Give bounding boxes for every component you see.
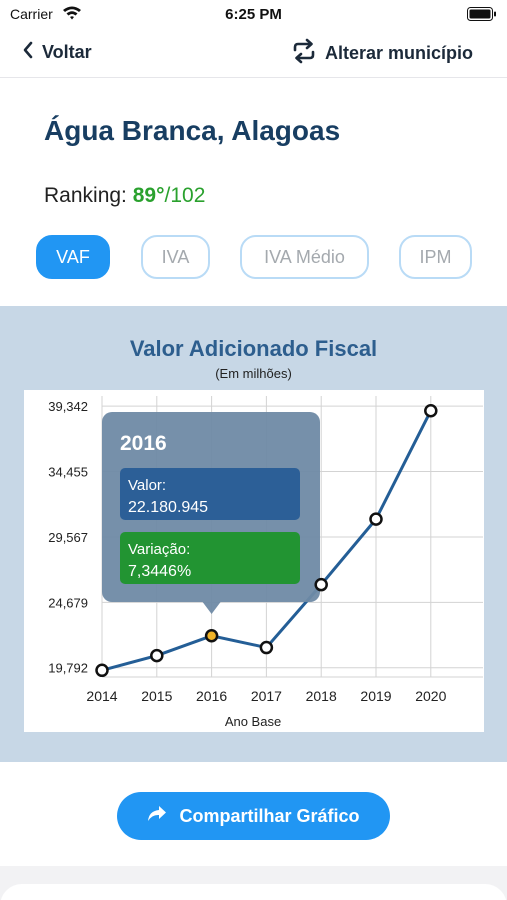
- share-chart-label: Compartilhar Gráfico: [179, 805, 360, 826]
- share-chart-button[interactable]: Compartilhar Gráfico: [117, 792, 390, 840]
- next-section-card: [0, 884, 507, 900]
- tooltip-pointer: [202, 602, 221, 614]
- battery-icon: [467, 7, 497, 26]
- change-municipality-label: Alterar município: [324, 43, 473, 63]
- data-point: [314, 577, 328, 592]
- x-tick-label: 2018: [306, 688, 337, 704]
- change-municipality-button[interactable]: Alterar município: [290, 38, 473, 69]
- tooltip-value-box: [120, 468, 300, 520]
- y-tick-label: 24,679: [48, 595, 88, 610]
- data-point: [150, 648, 164, 663]
- tooltip-value: 22.180.945: [128, 499, 208, 516]
- share-arrow-icon: [147, 805, 167, 828]
- tooltip-value-label: Valor:: [128, 477, 166, 494]
- ranking-total: /102: [164, 184, 206, 207]
- y-tick-label: 29,567: [48, 530, 88, 545]
- x-tick-label: 2014: [86, 688, 117, 704]
- tooltip-year: 2016: [120, 432, 167, 455]
- y-tick-label: 19,792: [48, 661, 88, 676]
- chart-area[interactable]: 19,792 24,679 29,567 34,455 39,342 2014 2015 20…: [24, 390, 484, 732]
- ranking-label: Ranking:: [44, 184, 127, 207]
- x-tick-label: 2017: [251, 688, 282, 704]
- ranking: Ranking: 89°/102: [44, 184, 205, 208]
- tab-ipm[interactable]: IPM: [399, 235, 472, 279]
- share-section: Compartilhar Gráfico: [0, 762, 507, 866]
- x-tick-label: 2015: [141, 688, 172, 704]
- status-bar: Carrier 6:25 PM: [0, 0, 507, 28]
- indicator-tabs: VAF IVA IVA Médio IPM: [0, 235, 507, 279]
- highlighted-data-point: [204, 629, 219, 643]
- data-point: [369, 512, 383, 526]
- tab-iva[interactable]: IVA: [141, 235, 210, 279]
- ranking-position: 89°: [132, 184, 165, 207]
- tab-vaf[interactable]: VAF: [36, 235, 110, 279]
- navigation-bar: Voltar Alterar município: [0, 28, 507, 78]
- chevron-left-icon: [22, 40, 34, 65]
- back-label: Voltar: [42, 42, 92, 62]
- y-tick-label: 34,455: [48, 465, 88, 480]
- municipality-name: Água Branca, Alagoas: [44, 115, 341, 146]
- y-tick-label: 39,342: [48, 399, 88, 414]
- clock-time: 6:25 PM: [225, 6, 282, 23]
- x-tick-label: 2016: [196, 688, 227, 704]
- chart-title: Valor Adicionado Fiscal: [129, 336, 378, 361]
- municipality-header: Água Branca, Alagoas Ranking: 89°/102 VA…: [0, 78, 507, 306]
- vaf-line-chart[interactable]: 19,792 24,679 29,567 34,455 39,342 2014 2015 20…: [24, 390, 484, 732]
- back-button[interactable]: Voltar: [22, 40, 92, 65]
- data-point: [259, 640, 274, 655]
- x-tick-label: 2020: [415, 688, 446, 704]
- data-point: [95, 663, 109, 678]
- carrier-label: Carrier: [10, 6, 53, 22]
- tooltip-variation: 7,3446%: [128, 563, 191, 580]
- chart-panel: Valor Adicionado Fiscal (Em milhões) 19,…: [0, 306, 507, 762]
- tab-iva-medio[interactable]: IVA Médio: [240, 235, 369, 279]
- tooltip-variation-box: [120, 532, 300, 584]
- x-axis-title: Ano Base: [225, 714, 281, 729]
- wifi-icon: [62, 5, 82, 26]
- data-point: [424, 403, 438, 418]
- tooltip-variation-label: Variação:: [128, 541, 190, 558]
- swap-arrows-icon: [290, 38, 318, 69]
- x-tick-label: 2019: [360, 688, 391, 704]
- chart-subtitle: (Em milhões): [215, 366, 292, 381]
